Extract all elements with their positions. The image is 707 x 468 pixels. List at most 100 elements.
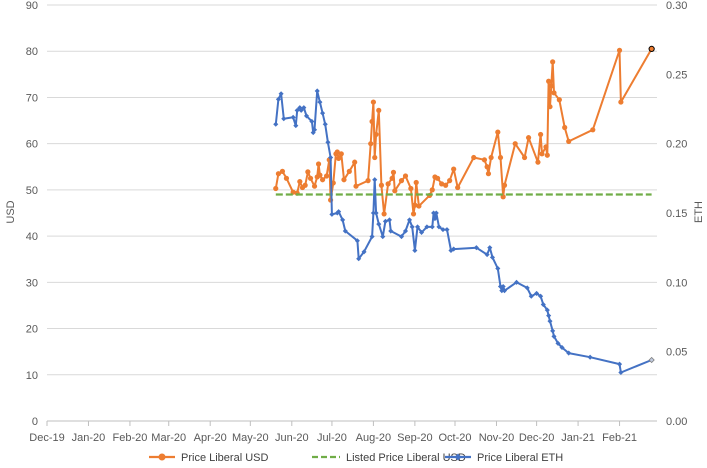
data-point — [305, 169, 311, 175]
legend-item-price-liberal-usd: Price Liberal USD — [149, 452, 268, 464]
legend: Price Liberal USD Listed Price Liberal U… — [149, 452, 563, 464]
data-point — [433, 210, 439, 216]
data-point — [590, 127, 596, 133]
data-point — [538, 131, 544, 138]
data-point — [273, 121, 279, 127]
data-point — [410, 211, 417, 217]
data-point — [283, 175, 290, 181]
data-point — [443, 182, 449, 188]
data-point — [451, 246, 457, 252]
legend-label: Price Liberal USD — [181, 452, 268, 463]
series-price-liberal-usd — [273, 45, 655, 217]
data-point — [618, 99, 624, 105]
legend-marker-diamond — [454, 453, 462, 461]
data-point — [497, 154, 504, 161]
data-point — [311, 183, 318, 189]
legend-label: Price Liberal ETH — [477, 452, 563, 463]
data-point — [551, 90, 557, 96]
y2-tick-label: 0.20 — [666, 139, 687, 151]
data-point — [501, 288, 508, 294]
data-point — [388, 228, 394, 234]
data-point — [419, 229, 425, 235]
x-tick-label: Aug-20 — [356, 432, 391, 444]
series-price-liberal-eth — [273, 88, 655, 376]
data-point — [439, 181, 445, 187]
x-tick-label: Mar-20 — [151, 432, 186, 444]
data-point — [546, 313, 552, 319]
data-point — [297, 178, 303, 185]
data-point — [279, 168, 286, 174]
data-point — [336, 155, 342, 162]
data-point — [451, 166, 457, 172]
data-point — [471, 154, 477, 161]
data-point — [547, 318, 553, 324]
y-tick-label: 40 — [26, 231, 38, 243]
x-tick-label: Apr-20 — [194, 432, 227, 444]
data-point — [365, 178, 371, 184]
data-point — [311, 127, 318, 133]
data-point — [353, 183, 359, 189]
legend-item-price-liberal-eth: Price Liberal ETH — [445, 452, 563, 464]
data-point — [322, 121, 328, 127]
data-point — [429, 187, 435, 193]
data-point — [562, 124, 568, 131]
data-point — [406, 217, 413, 223]
data-point — [323, 173, 330, 179]
x-tick-label: Sep-20 — [397, 432, 432, 444]
data-point — [373, 210, 379, 216]
data-point — [413, 179, 419, 186]
data-point — [317, 172, 323, 178]
data-point — [376, 107, 382, 113]
data-point — [402, 173, 409, 179]
data-point — [342, 228, 348, 234]
data-point — [500, 283, 506, 290]
data-point — [398, 234, 405, 240]
data-point — [499, 288, 505, 294]
data-point — [416, 203, 422, 209]
data-point — [302, 182, 308, 188]
data-point — [550, 59, 556, 65]
data-point — [444, 227, 450, 233]
data-point — [329, 211, 335, 217]
data-point — [412, 247, 418, 253]
y-tick-label: 0 — [32, 416, 38, 428]
data-point — [346, 168, 352, 174]
data-point — [386, 217, 393, 223]
data-point — [340, 217, 346, 223]
data-point — [293, 123, 299, 129]
x-tick-label: Jun-20 — [275, 432, 309, 444]
data-point — [436, 224, 442, 230]
data-point — [392, 188, 398, 194]
series-line — [274, 90, 652, 374]
y-tick-label: 70 — [26, 92, 38, 104]
data-point — [429, 224, 435, 230]
data-point — [319, 177, 326, 183]
data-point — [548, 83, 554, 89]
data-point — [370, 210, 376, 216]
y2-tick-label: 0.25 — [666, 69, 687, 81]
data-point — [275, 171, 282, 177]
data-point — [435, 175, 441, 181]
data-point — [525, 135, 532, 141]
data-point — [381, 211, 387, 217]
data-point — [398, 178, 405, 184]
data-point — [314, 88, 320, 94]
y2-tick-label: 0.15 — [666, 208, 687, 220]
y-tick-label: 90 — [26, 0, 38, 12]
gridlines — [47, 4, 657, 376]
legend-marker-circle — [158, 453, 166, 461]
data-point — [618, 369, 624, 376]
y2-tick-label: 0.30 — [666, 0, 687, 12]
data-point — [369, 118, 375, 125]
data-point — [408, 185, 414, 192]
data-point — [455, 184, 461, 191]
data-point — [488, 154, 494, 161]
y-tick-label: 30 — [26, 277, 38, 289]
data-point — [380, 234, 386, 240]
data-point — [412, 202, 418, 208]
data-point — [325, 139, 331, 145]
y2-tick-label: 0.00 — [666, 416, 687, 428]
x-axis — [46, 420, 657, 426]
x-tick-label: May-20 — [232, 432, 269, 444]
data-point — [495, 129, 501, 135]
